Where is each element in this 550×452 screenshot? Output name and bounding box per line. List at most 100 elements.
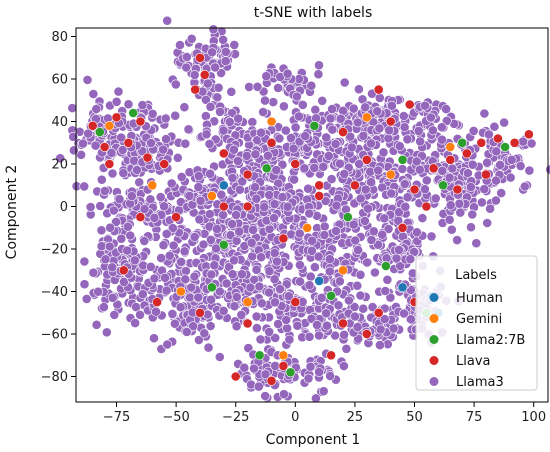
scatter-point <box>206 269 217 280</box>
scatter-point <box>324 266 335 277</box>
scatter-point <box>210 62 220 73</box>
scatter-point <box>193 335 204 345</box>
scatter-point <box>170 110 181 121</box>
scatter-point <box>330 139 341 149</box>
scatter-point <box>338 361 349 371</box>
scatter-point <box>258 107 268 117</box>
scatter-point <box>198 239 209 250</box>
scatter-point <box>278 233 289 244</box>
scatter-point <box>306 245 317 256</box>
scatter-point <box>278 350 289 361</box>
scatter-point <box>526 138 537 149</box>
scatter-point <box>285 367 296 378</box>
scatter-point <box>363 203 373 214</box>
scatter-point <box>114 194 125 205</box>
scatter-point <box>307 235 317 246</box>
scatter-point <box>111 216 121 227</box>
series-llava <box>87 52 534 386</box>
scatter-point <box>180 266 191 276</box>
scatter-point <box>394 207 404 218</box>
scatter-point <box>358 130 369 141</box>
scatter-point <box>420 100 430 111</box>
scatter-point <box>135 212 146 222</box>
scatter-point <box>481 169 491 180</box>
scatter-point <box>161 228 172 239</box>
scatter-point <box>282 68 293 79</box>
scatter-point <box>491 146 502 157</box>
scatter-point <box>295 276 305 287</box>
scatter-point <box>465 182 476 192</box>
scatter-point <box>250 182 260 193</box>
scatter-point <box>181 52 192 62</box>
legend-label: Llama2:7B <box>456 333 525 348</box>
scatter-point <box>382 274 393 285</box>
scatter-point <box>149 273 160 284</box>
scatter-point <box>122 245 133 256</box>
scatter-point <box>322 320 332 331</box>
scatter-point <box>402 192 413 203</box>
scatter-point <box>104 120 115 131</box>
scatter-point <box>413 125 424 136</box>
scatter-point <box>374 123 385 134</box>
scatter-point <box>137 289 148 300</box>
scatter-point <box>247 117 258 127</box>
scatter-point <box>342 212 353 222</box>
scatter-point <box>428 163 439 174</box>
scatter-point <box>262 150 273 161</box>
scatter-point <box>160 272 170 283</box>
scatter-point <box>245 282 256 293</box>
scatter-point <box>199 69 210 80</box>
scatter-point <box>421 175 432 186</box>
scatter-point <box>320 196 331 206</box>
scatter-point <box>189 70 200 80</box>
legend-marker <box>429 356 439 365</box>
scatter-point <box>292 320 303 331</box>
scatter-point <box>427 125 438 136</box>
scatter-point <box>383 224 394 234</box>
scatter-point <box>314 180 325 191</box>
scatter-point <box>218 305 229 316</box>
scatter-point <box>209 260 220 271</box>
scatter-point <box>402 134 413 145</box>
scatter-point <box>224 117 235 127</box>
scatter-point <box>123 99 134 110</box>
scatter-point <box>350 235 361 246</box>
scatter-point <box>313 69 324 80</box>
scatter-point <box>278 360 289 371</box>
scatter-point <box>353 245 363 255</box>
scatter-point <box>251 311 262 322</box>
scatter-point <box>237 176 248 187</box>
scatter-point <box>314 330 324 341</box>
scatter-point <box>242 169 253 180</box>
x-tick-label: 25 <box>347 410 364 425</box>
scatter-point <box>327 124 338 135</box>
scatter-point <box>269 213 279 223</box>
scatter-point <box>242 318 253 329</box>
scatter-point <box>243 343 254 353</box>
scatter-point <box>137 100 148 110</box>
scatter-point <box>233 113 244 124</box>
scatter-point <box>184 190 195 201</box>
scatter-point <box>113 86 124 97</box>
scatter-point <box>161 285 172 296</box>
scatter-point <box>294 260 305 270</box>
scatter-point <box>202 78 213 89</box>
scatter-point <box>399 179 410 189</box>
scatter-point <box>220 56 231 66</box>
scatter-point <box>483 129 494 140</box>
scatter-point <box>185 292 195 303</box>
scatter-point <box>218 180 229 191</box>
scatter-point <box>326 350 336 361</box>
scatter-point <box>208 24 219 35</box>
series-gemini <box>104 112 456 361</box>
scatter-point <box>368 226 379 237</box>
scatter-point <box>352 280 363 291</box>
scatter-point <box>367 302 378 312</box>
scatter-point <box>166 178 177 189</box>
scatter-point <box>346 142 357 153</box>
scatter-point <box>388 323 399 334</box>
scatter-point <box>385 116 396 127</box>
scatter-point <box>152 297 162 307</box>
scatter-point <box>176 171 187 182</box>
